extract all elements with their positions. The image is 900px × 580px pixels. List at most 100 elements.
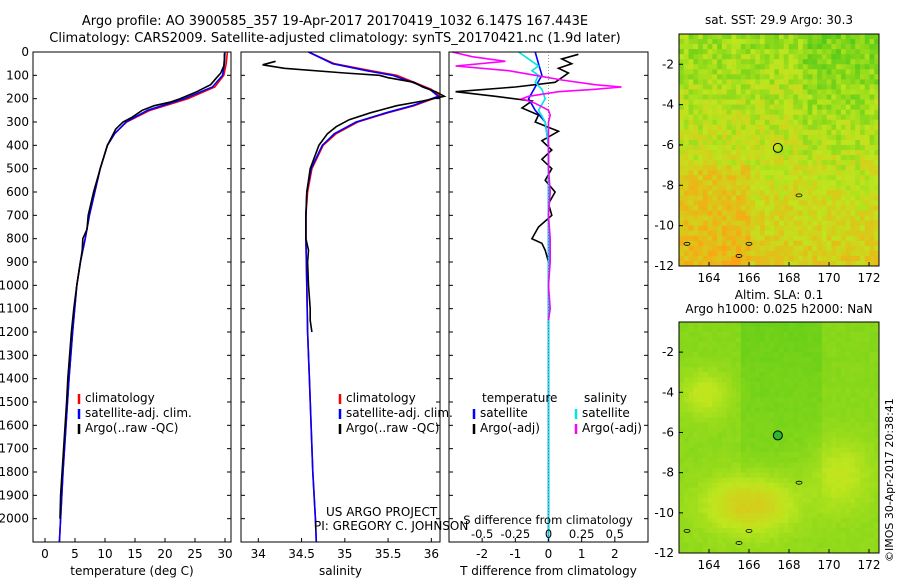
map-cell <box>831 139 837 146</box>
map-cell <box>736 235 742 242</box>
map-cell <box>679 352 685 358</box>
map-cell <box>683 74 689 80</box>
map-cell <box>798 89 804 95</box>
map-cell <box>793 205 799 211</box>
map-cell <box>764 195 770 201</box>
map-cell <box>817 512 823 519</box>
map-cell <box>698 547 704 554</box>
map-cell <box>864 185 870 191</box>
map-cell <box>774 124 780 131</box>
map-cell <box>745 185 751 191</box>
map-cell <box>774 170 780 176</box>
map-cell <box>683 367 689 373</box>
map-cell <box>869 215 875 222</box>
map-cell <box>836 407 842 413</box>
map-cell <box>764 124 770 131</box>
map-cell <box>745 472 751 479</box>
map-cell <box>864 457 870 464</box>
map-cell <box>802 235 808 242</box>
map-cell <box>831 190 837 196</box>
map-cell <box>712 332 718 338</box>
map-cell <box>855 175 861 181</box>
map-cell <box>688 119 694 126</box>
map-cell <box>836 225 842 232</box>
map-cell <box>688 49 694 55</box>
map-cell <box>788 392 794 398</box>
map-cell <box>817 104 823 111</box>
map-cell <box>688 387 694 393</box>
map-cell <box>817 532 823 539</box>
map-cell <box>769 342 775 348</box>
map-cell <box>707 392 713 398</box>
map-cell <box>731 377 737 383</box>
map-cell <box>840 185 847 191</box>
map-cell <box>869 124 875 131</box>
map-cell <box>679 200 685 206</box>
map-cell <box>759 150 766 156</box>
map-cell <box>798 190 804 196</box>
map-cell <box>688 225 694 232</box>
map-cell <box>717 417 723 423</box>
map-cell <box>769 462 775 469</box>
map-cell <box>721 144 728 151</box>
map-cell <box>698 482 704 489</box>
salinity-panel: 34 34.5 35 35.5 36salinityclimatologysatelli… <box>240 51 453 578</box>
map-cell <box>840 44 847 50</box>
map-cell <box>774 392 780 398</box>
map-cell <box>721 462 728 469</box>
map-cell <box>836 322 842 328</box>
map-cell <box>764 79 770 85</box>
map-cell <box>855 432 861 438</box>
map-cell <box>874 427 880 433</box>
map-cell <box>793 427 799 433</box>
map-cell <box>740 537 747 544</box>
map-cell <box>850 165 856 171</box>
map-cell <box>874 104 880 111</box>
map-cell <box>707 347 713 353</box>
map-cell <box>764 129 770 136</box>
map-cell <box>774 482 780 489</box>
map-cell <box>688 104 694 111</box>
map-cell <box>788 119 794 126</box>
map-cell <box>869 527 875 534</box>
map-cell <box>764 54 770 60</box>
map-cell <box>798 522 804 529</box>
map-cell <box>698 109 704 116</box>
map-cell <box>769 220 775 227</box>
map-cell <box>707 114 713 121</box>
map-cell <box>821 347 828 353</box>
map-cell <box>831 250 837 257</box>
map-cell <box>859 332 866 338</box>
map-cell <box>774 245 780 252</box>
map-cell <box>826 200 832 206</box>
map-cell <box>826 134 832 141</box>
map-cell <box>817 124 823 131</box>
map-cell <box>736 84 742 90</box>
map-cell <box>683 205 689 211</box>
map-cell <box>779 225 785 232</box>
map-cell <box>812 547 818 554</box>
map-cell <box>869 542 875 549</box>
salinity-diff-xlabel: S difference from climatology <box>463 513 633 527</box>
map-cell <box>702 522 708 529</box>
map-cell <box>774 109 780 116</box>
map-cell <box>807 327 813 333</box>
map-cell <box>764 357 770 363</box>
map-cell <box>831 472 837 479</box>
map-cell <box>836 200 842 206</box>
map-cell <box>788 255 794 262</box>
map-cell <box>802 49 808 55</box>
map-cell <box>717 139 723 146</box>
map-cell <box>798 482 804 489</box>
map-cell <box>731 74 737 80</box>
map-cell <box>850 512 856 519</box>
difference-panel: -2 -1 0 1 2T difference from climatologytemp… <box>448 51 649 578</box>
map-cell <box>874 347 880 353</box>
map-cell <box>769 160 775 166</box>
map-cell <box>859 547 866 554</box>
map-cell <box>688 215 694 222</box>
map-cell <box>769 124 775 131</box>
map-cell <box>831 215 837 222</box>
map-cell <box>759 215 766 222</box>
map-cell <box>855 322 861 328</box>
